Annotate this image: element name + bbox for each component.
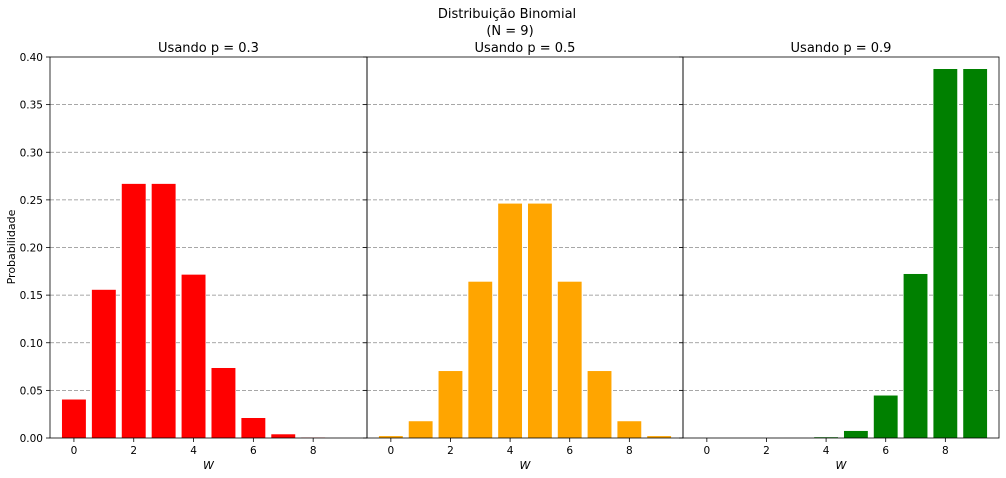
subplot-2: 0 2 4 6 8 Usando p = 0.5 W <box>363 41 684 472</box>
bar-w-0 <box>378 436 403 438</box>
x-tick-label: 0 <box>704 445 711 457</box>
x-tick-label: 4 <box>190 445 197 457</box>
bar-w-6 <box>873 395 898 438</box>
bar-w-8 <box>617 421 642 438</box>
y-tick-label: 0.35 <box>20 100 43 112</box>
y-axis-label: Probabilidade <box>5 209 18 284</box>
bar-w-1 <box>408 421 433 438</box>
x-tick-label: 2 <box>447 445 454 457</box>
y-tick-label: 0.20 <box>20 243 43 255</box>
bar-w-7 <box>587 371 612 438</box>
y-tick-label: 0.25 <box>20 195 43 207</box>
bar-w-5 <box>211 367 236 438</box>
bar-w-3 <box>151 183 176 438</box>
bar-w-4 <box>181 274 206 438</box>
bar-w-5 <box>527 203 552 438</box>
bar-w-9 <box>647 436 672 438</box>
x-tick-label: 6 <box>250 445 257 457</box>
subplots: 0 2 4 6 8 0.00 0.05 0.10 0.15 0.20 0.25 0.30 0.35 0.4… <box>20 41 1000 472</box>
x-axis-label: W <box>520 459 532 472</box>
subplot-3: 0 2 4 6 8 Usando p = 0.9 W <box>679 41 1000 472</box>
subplot-title: Usando p = 0.5 <box>475 41 576 56</box>
bar-w-6 <box>241 417 266 438</box>
y-tick-label: 0.40 <box>20 52 43 64</box>
bar-w-7 <box>903 273 928 438</box>
x-tick-label: 8 <box>310 445 317 457</box>
x-axis-label: W <box>203 459 215 472</box>
y-tick-label: 0.00 <box>20 433 43 445</box>
x-tick-label: 4 <box>823 445 830 457</box>
bar-w-2 <box>438 371 463 438</box>
x-tick-label: 6 <box>566 445 573 457</box>
bar-w-9 <box>963 69 988 439</box>
bar-w-7 <box>271 434 296 438</box>
y-tick-label: 0.30 <box>20 147 43 159</box>
x-tick-label: 0 <box>71 445 78 457</box>
x-tick-label: 4 <box>507 445 514 457</box>
bar-w-3 <box>468 281 493 438</box>
bar-w-0 <box>61 399 86 438</box>
bar-w-6 <box>557 281 582 438</box>
x-tick-label: 2 <box>130 445 137 457</box>
bar-w-5 <box>843 430 868 438</box>
y-tick-label: 0.10 <box>20 338 43 350</box>
bar-w-1 <box>91 289 116 438</box>
x-tick-label: 0 <box>388 445 395 457</box>
subplot-1: 0 2 4 6 8 0.00 0.05 0.10 0.15 0.20 0.25 0.30 0.35 0.4… <box>20 41 368 472</box>
y-tick-label: 0.15 <box>20 290 43 302</box>
bar-w-8 <box>933 69 958 439</box>
x-tick-label: 8 <box>626 445 633 457</box>
subplot-title: Usando p = 0.9 <box>791 41 892 56</box>
x-tick-label: 8 <box>942 445 949 457</box>
figure-title: Distribuição Binomial <box>438 7 576 22</box>
x-tick-label: 6 <box>882 445 889 457</box>
x-tick-label: 2 <box>763 445 770 457</box>
x-axis-label: W <box>836 459 848 472</box>
subplot-title: Usando p = 0.3 <box>158 41 259 56</box>
bar-w-4 <box>498 203 523 438</box>
bar-w-2 <box>121 183 146 438</box>
y-tick-label: 0.05 <box>20 385 43 397</box>
figure-subtitle: (N = 9) <box>486 24 533 39</box>
